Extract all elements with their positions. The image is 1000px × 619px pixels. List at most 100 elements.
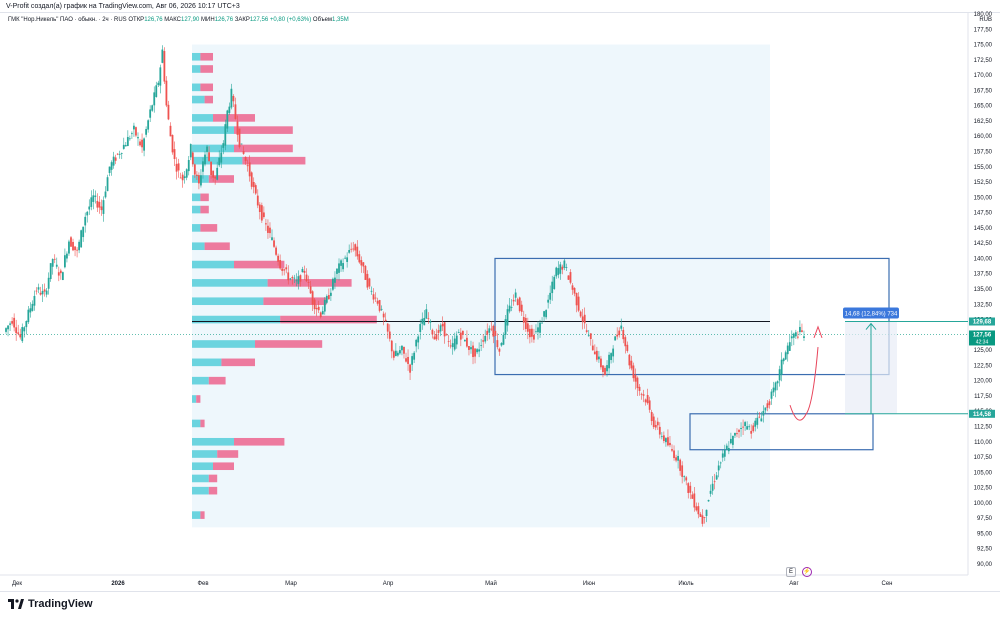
lightning-icon[interactable]: ⚡ <box>802 567 812 577</box>
candle-body <box>490 328 493 330</box>
candle-body <box>665 438 667 443</box>
candle-body <box>575 293 578 306</box>
volume-profile-buy-bar <box>192 297 264 306</box>
candle-body <box>287 272 290 281</box>
candle-body <box>508 305 511 312</box>
candle-body <box>346 257 349 262</box>
forecast-arrowhead-icon <box>813 325 823 339</box>
candle-body <box>774 382 777 391</box>
price-tick-label: 152,50 <box>974 180 993 186</box>
candle-body <box>98 201 101 208</box>
close-label: ЗАКР <box>234 17 250 23</box>
candle-body <box>344 257 347 259</box>
candle-body <box>482 340 485 342</box>
candle-body <box>677 455 679 461</box>
candle-body <box>74 246 76 251</box>
candle-body <box>80 230 83 248</box>
price-tick-label: 110,00 <box>974 440 993 446</box>
candle-body <box>279 260 282 269</box>
volume-profile-buy-bar <box>192 260 234 269</box>
candle-body <box>423 317 426 326</box>
measure-label: 14,68 (12,84%) 734 <box>845 312 898 318</box>
candle-body <box>260 205 263 221</box>
candle-body <box>35 290 38 292</box>
candle-body <box>135 127 137 136</box>
candle-body <box>269 227 271 234</box>
candle-body <box>143 138 145 151</box>
candle-body <box>658 426 661 435</box>
candle-body <box>57 272 60 276</box>
candle-body <box>165 80 168 106</box>
candle-body <box>522 317 525 323</box>
candle-body <box>648 400 651 410</box>
candle-body <box>494 330 497 336</box>
candle-body <box>386 323 389 332</box>
candle-body <box>569 272 572 283</box>
candle-body <box>167 104 170 120</box>
candle-body <box>297 276 300 284</box>
candle-body <box>484 335 487 342</box>
candle-body <box>234 104 237 119</box>
candle-body <box>455 335 458 345</box>
candle-body <box>723 449 726 457</box>
candle-body <box>711 483 714 491</box>
candle-body <box>713 481 716 483</box>
candle-body <box>78 241 81 251</box>
price-tag-bg <box>969 317 995 326</box>
symbol-legend[interactable]: ГМК "Нор.Никель" ПАО · обыкн. · 2ч · RUS… <box>8 17 349 23</box>
candle-body <box>573 287 576 294</box>
candle-body <box>338 263 340 273</box>
time-tick-label: Май <box>485 580 497 587</box>
candle-body <box>230 88 233 108</box>
candle-body <box>401 345 403 351</box>
candle-body <box>748 426 751 428</box>
low-value: 126,76 <box>214 17 234 23</box>
price-tag-label: 127,56 <box>973 332 992 338</box>
candle-body <box>803 336 805 339</box>
candle-body <box>650 412 653 422</box>
candle-body <box>220 152 223 163</box>
candle-body <box>175 163 178 172</box>
candle-body <box>606 365 608 372</box>
volume-profile-buy-bar <box>192 376 209 385</box>
price-tick-label: 167,50 <box>974 88 993 94</box>
candle-body <box>59 270 62 274</box>
candle-body <box>171 135 174 153</box>
volume-profile-buy-bar <box>192 95 205 104</box>
candle-body <box>673 450 675 459</box>
candle-body <box>453 338 456 350</box>
candle-body <box>626 344 629 351</box>
candle-body <box>634 375 637 382</box>
candle-body <box>360 260 363 266</box>
candle-body <box>760 418 763 422</box>
candle-body <box>553 276 556 289</box>
candle-body <box>187 159 190 172</box>
candle-body <box>317 306 320 311</box>
price-tick-label: 92,50 <box>977 547 993 553</box>
candle-body <box>47 277 50 289</box>
candle-body <box>520 304 523 312</box>
candle-body <box>252 182 255 188</box>
candle-body <box>216 167 219 180</box>
candle-body <box>43 289 46 292</box>
candle-body <box>766 403 769 408</box>
candle-body <box>147 120 150 130</box>
candle-body <box>329 292 332 296</box>
candle-body <box>232 95 235 102</box>
candle-body <box>246 165 249 167</box>
candle-body <box>7 325 9 330</box>
volume-profile-buy-bar <box>192 279 268 287</box>
candle-body <box>256 195 259 206</box>
candle-body <box>660 436 663 438</box>
events-button[interactable]: E <box>786 567 796 577</box>
price-tick-label: 102,50 <box>974 486 993 492</box>
volume-profile-sell-bar <box>200 193 209 202</box>
candle-body <box>443 322 446 337</box>
candle-body <box>632 365 635 379</box>
candle-body <box>468 345 470 350</box>
candle-body <box>429 321 432 323</box>
candle-body <box>273 240 275 247</box>
candle-body <box>498 348 501 352</box>
candle-body <box>691 494 694 499</box>
